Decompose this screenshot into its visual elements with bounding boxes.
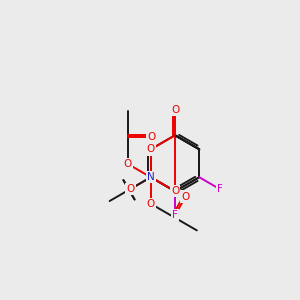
Text: O: O: [147, 144, 155, 154]
Text: O: O: [124, 159, 132, 169]
Text: O: O: [147, 199, 155, 209]
Text: O: O: [171, 105, 179, 115]
Text: O: O: [147, 132, 156, 142]
Text: O: O: [126, 184, 134, 194]
Text: N: N: [147, 172, 155, 182]
Text: O: O: [182, 191, 190, 202]
Text: F: F: [172, 210, 178, 220]
Text: O: O: [171, 186, 179, 196]
Text: F: F: [217, 184, 223, 194]
